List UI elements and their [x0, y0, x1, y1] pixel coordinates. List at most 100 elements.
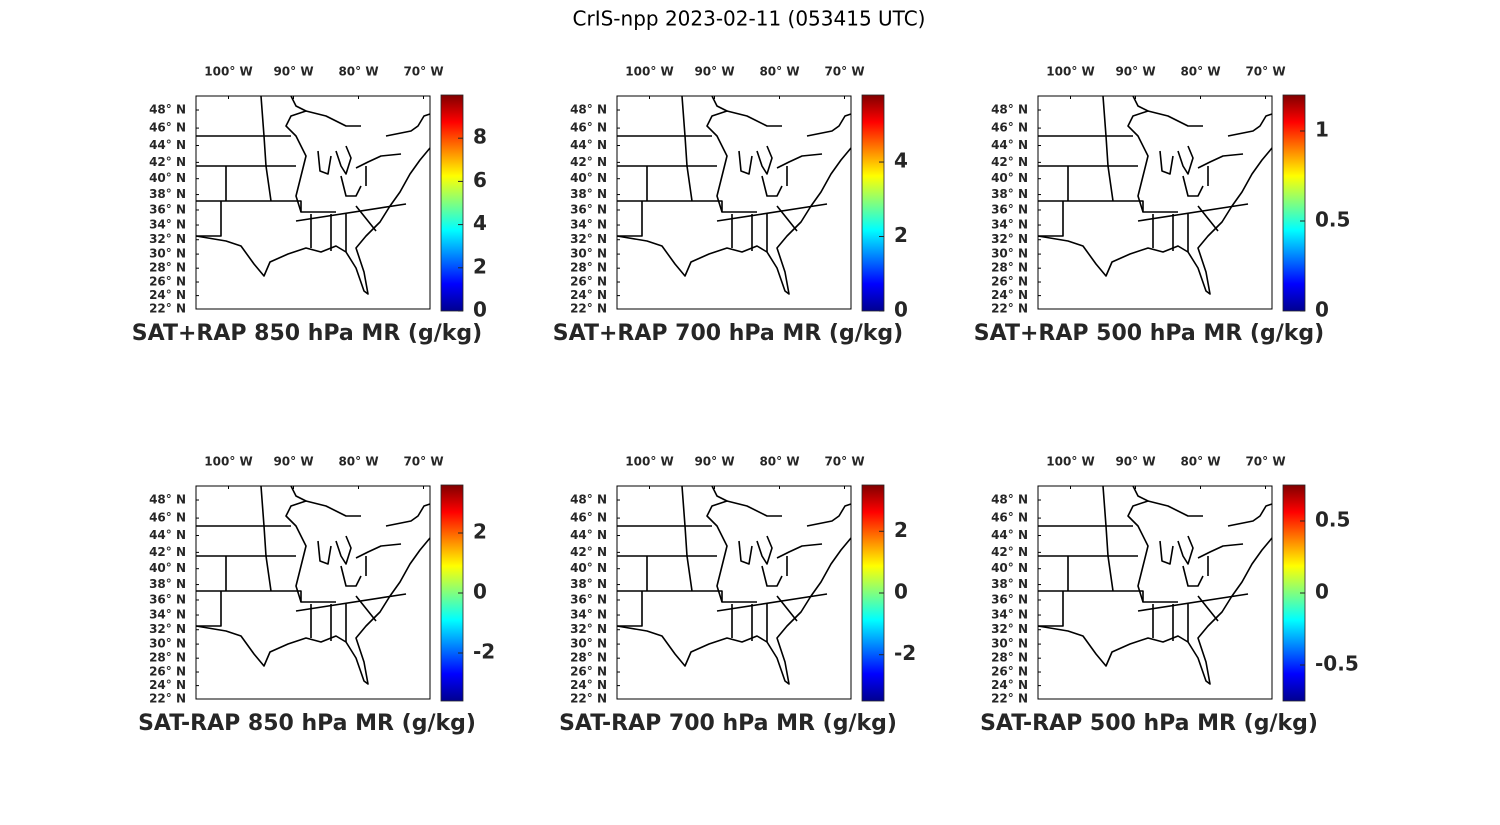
lon-tick-label: 70° W: [824, 455, 864, 469]
lat-tick-label: 34° N: [991, 608, 1028, 622]
lat-tick-label: 24° N: [149, 288, 186, 302]
colorbar-tick-label: 1: [1315, 118, 1329, 142]
lat-tick-label: 30° N: [149, 247, 186, 261]
lat-tick-label: 48° N: [570, 103, 607, 117]
state-outline: [317, 145, 402, 197]
state-outline: [716, 593, 828, 642]
state-outline: [1159, 145, 1244, 197]
state-outline: [1137, 593, 1249, 642]
lat-tick-label: 22° N: [149, 692, 186, 706]
lat-tick-label: 28° N: [991, 261, 1028, 275]
lat-tick-label: 38° N: [149, 187, 186, 201]
state-outline: [1147, 110, 1273, 137]
lat-tick-label: 38° N: [570, 577, 607, 591]
lat-tick-label: 46° N: [991, 121, 1028, 135]
colorbar-tick-label: -0.5: [1315, 652, 1359, 676]
lon-tick-label: 70° W: [403, 455, 443, 469]
colorbar-tick-label: 2: [894, 223, 908, 247]
state-outline: [285, 95, 307, 213]
lat-tick-label: 46° N: [570, 121, 607, 135]
lat-tick-label: 44° N: [149, 528, 186, 542]
map-panel: 100° W 90° W 80° W 70° W 48° N 46° N 44° N 42° …: [559, 455, 916, 737]
state-outline: [617, 95, 757, 237]
lat-tick-label: 44° N: [991, 528, 1028, 542]
lat-tick-label: 42° N: [570, 545, 607, 559]
colorbar-tick-label: 0: [1315, 298, 1329, 322]
lat-tick-label: 32° N: [570, 232, 607, 246]
lat-tick-label: 32° N: [149, 622, 186, 636]
lon-tick-label: 100° W: [1046, 455, 1094, 469]
lat-tick-label: 42° N: [149, 545, 186, 559]
lat-tick-label: 22° N: [570, 692, 607, 706]
colorbar-tick-label: -2: [894, 641, 916, 665]
map-panel: 100° W 90° W 80° W 70° W 48° N 46° N 44° N 42° …: [132, 65, 487, 347]
lat-tick-label: 46° N: [149, 121, 186, 135]
colorbar-tick-label: 0: [473, 298, 487, 322]
lat-tick-label: 32° N: [991, 232, 1028, 246]
state-outline: [305, 110, 431, 137]
lat-tick-label: 22° N: [570, 302, 607, 316]
lon-tick-label: 80° W: [338, 455, 378, 469]
map-frame: [616, 485, 852, 700]
state-outline: [716, 203, 828, 252]
lat-tick-label: 36° N: [991, 202, 1028, 216]
state-outline: [195, 147, 431, 295]
colorbar-tick-label: 0.5: [1315, 508, 1350, 532]
lat-tick-label: 28° N: [149, 261, 186, 275]
lat-tick-label: 26° N: [570, 275, 607, 289]
state-outline: [706, 95, 728, 213]
lon-tick-label: 80° W: [759, 65, 799, 79]
lat-tick-label: 36° N: [149, 202, 186, 216]
state-outline: [195, 537, 431, 685]
panel-title: SAT-RAP 700 hPa MR (g/kg): [559, 711, 897, 736]
lat-tick-label: 24° N: [570, 288, 607, 302]
lat-tick-label: 34° N: [149, 608, 186, 622]
lon-tick-label: 70° W: [1245, 455, 1285, 469]
lat-tick-label: 42° N: [570, 155, 607, 169]
lon-tick-label: 70° W: [403, 65, 443, 79]
lat-tick-label: 22° N: [991, 302, 1028, 316]
map-panel: 100° W 90° W 80° W 70° W 48° N 46° N 44° N 42° …: [980, 455, 1359, 737]
state-outline: [295, 203, 407, 252]
lat-tick-label: 22° N: [149, 302, 186, 316]
panel-title: SAT+RAP 850 hPa MR (g/kg): [132, 321, 482, 346]
lat-tick-label: 26° N: [570, 665, 607, 679]
colorbar-tick-label: 2: [473, 254, 487, 278]
lat-tick-label: 38° N: [991, 577, 1028, 591]
colorbar: [861, 94, 885, 312]
colorbar-tick-label: 8: [473, 125, 487, 149]
state-outline: [1137, 203, 1249, 252]
panel-title: SAT+RAP 500 hPa MR (g/kg): [974, 321, 1324, 346]
lat-tick-label: 24° N: [991, 678, 1028, 692]
map-frame: [1037, 95, 1273, 310]
lat-tick-label: 36° N: [570, 592, 607, 606]
lat-tick-label: 34° N: [570, 608, 607, 622]
lon-tick-label: 80° W: [759, 455, 799, 469]
state-outline: [1147, 500, 1273, 527]
map-frame: [616, 95, 852, 310]
lat-tick-label: 24° N: [991, 288, 1028, 302]
lat-tick-label: 44° N: [149, 138, 186, 152]
state-outline: [1038, 95, 1178, 237]
colorbar-tick-label: 0: [894, 298, 908, 322]
lon-tick-label: 90° W: [273, 65, 313, 79]
map-panel: 100° W 90° W 80° W 70° W 48° N 46° N 44° N 42° …: [974, 65, 1351, 347]
state-outline: [616, 147, 852, 295]
lat-tick-label: 42° N: [991, 545, 1028, 559]
lon-tick-label: 70° W: [824, 65, 864, 79]
lat-tick-label: 32° N: [149, 232, 186, 246]
colorbar-tick-label: 4: [473, 211, 487, 235]
lat-tick-label: 24° N: [149, 678, 186, 692]
lat-tick-label: 38° N: [570, 187, 607, 201]
lon-tick-label: 90° W: [1115, 455, 1155, 469]
lat-tick-label: 30° N: [570, 637, 607, 651]
state-outline: [738, 145, 823, 197]
state-outline: [1159, 535, 1244, 587]
lat-tick-label: 48° N: [991, 103, 1028, 117]
lat-tick-label: 40° N: [570, 561, 607, 575]
lat-tick-label: 28° N: [570, 651, 607, 665]
colorbar-tick-label: 0: [473, 580, 487, 604]
lon-tick-label: 100° W: [204, 455, 252, 469]
